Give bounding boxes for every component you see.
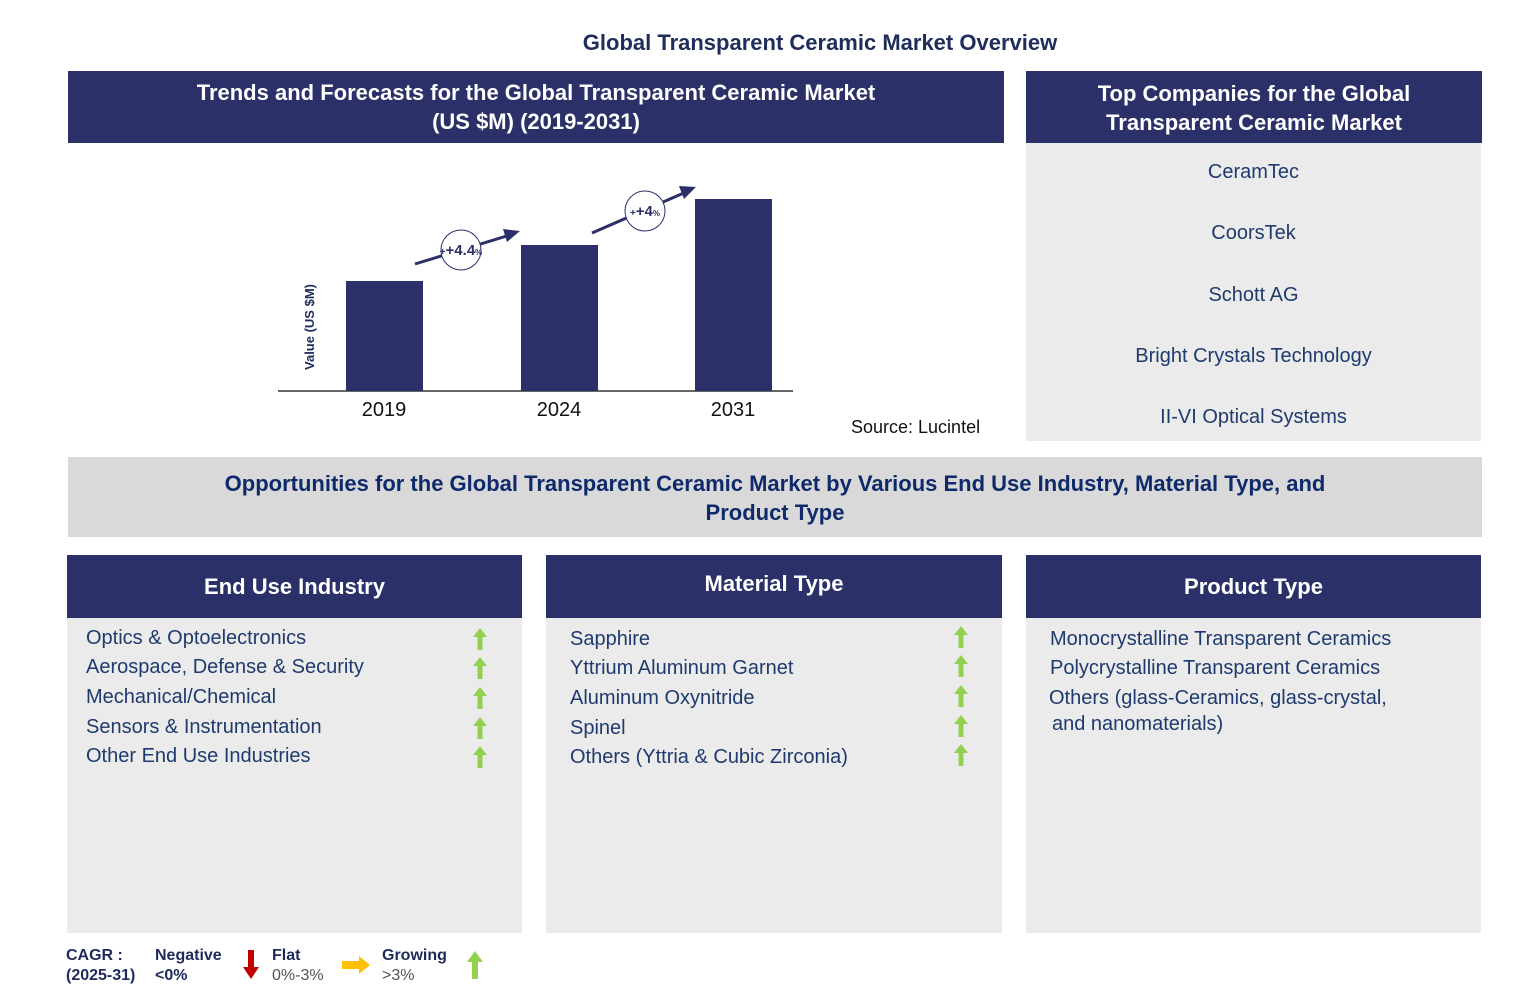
legend-negative: Negative [155,947,222,964]
legend-negative-range: <0% [155,967,188,984]
page-title: Global Transparent Ceramic Market Overvi… [582,30,1058,55]
arrow-up-icon [473,657,487,679]
arrow-down-icon [243,950,259,979]
company-item: CoorsTek [1211,222,1296,244]
arrow-right-icon [342,956,370,974]
x-tick-label: 2019 [362,399,407,421]
product-panel: Monocrystalline Transparent Ceramics Pol… [1026,618,1481,933]
x-tick-label: 2024 [537,399,582,421]
material-item: Yttrium Aluminum Garnet [570,657,794,679]
material-panel: Sapphire Yttrium Aluminum Garnet Aluminum … [546,618,1002,933]
companies-panel: CeramTec CoorsTek Schott AG Bright Cryst… [1026,143,1481,441]
bar-2019 [346,281,423,391]
trends-header-line1: Trends and Forecasts for the Global Tran… [196,80,876,105]
source-note: Source: Lucintel [851,417,981,437]
material-header: Material Type [546,555,1002,618]
companies-header: Top Companies for the Global Transparent… [1026,71,1482,143]
material-item: Others (Yttria & Cubic Zirconia) [570,746,848,768]
arrow-up-icon [473,746,487,768]
product-item: and nanomaterials) [1052,713,1224,735]
product-header: Product Type [1026,555,1481,618]
trends-header-line2: (US $M) (2019-2031) [432,109,640,134]
cagr-label-1: +4.4 [446,242,476,259]
bar-2031 [695,199,772,391]
bar-2024 [521,245,598,391]
company-item: Schott AG [1208,284,1299,306]
opportunities-line2: Product Type [705,500,845,525]
end-use-item: Sensors & Instrumentation [86,716,322,738]
trends-header: Trends and Forecasts for the Global Tran… [68,71,1004,143]
company-item: Bright Crystals Technology [1135,345,1372,367]
svg-text:++4.4%: ++4.4% [440,242,483,259]
legend-growing-range: >3% [382,967,415,984]
arrow-up-icon [954,744,968,766]
arrow-up-icon [473,687,487,709]
end-use-item: Optics & Optoelectronics [86,627,307,649]
svg-text:++4%: ++4% [630,203,660,220]
legend-growing: Growing [382,947,447,964]
company-item: II-VI Optical Systems [1160,406,1347,428]
companies-header-line1: Top Companies for the Global [1097,81,1411,106]
end-use-panel: Optics & Optoelectronics Aerospace, Defen… [67,618,522,933]
company-item: CeramTec [1207,161,1300,183]
end-use-item: Aerospace, Defense & Security [86,656,364,678]
product-item: Polycrystalline Transparent Ceramics [1050,657,1381,679]
material-item: Sapphire [570,628,651,650]
arrow-up-icon [954,655,968,677]
material-item: Spinel [570,717,626,739]
arrow-up-icon [954,715,968,737]
arrow-up-icon [954,626,968,648]
end-use-item: Mechanical/Chemical [86,686,277,708]
legend-cagr: CAGR : [66,947,123,964]
legend-flat-range: 0%-3% [272,967,324,984]
opportunities-line1: Opportunities for the Global Transparent… [224,471,1326,496]
arrow-up-icon [954,685,968,707]
material-item: Aluminum Oxynitride [570,687,755,709]
y-axis-label: Value (US $M) [302,284,317,370]
arrow-up-icon [467,951,483,979]
legend-period: (2025-31) [66,967,136,984]
cagr-arrow-2: ++4% [591,186,696,235]
cagr-label-2: +4 [636,203,654,220]
arrow-up-icon [473,628,487,650]
product-item: Others (glass-Ceramics, glass-crystal, [1049,687,1387,709]
companies-header-line2: Transparent Ceramic Market [1106,110,1402,135]
x-tick-label: 2031 [711,399,756,421]
end-use-item: Other End Use Industries [86,745,311,767]
legend-flat: Flat [272,947,301,964]
arrow-up-icon [473,717,487,739]
opportunities-banner: Opportunities for the Global Transparent… [68,457,1482,537]
cagr-arrow-1: ++4.4% [414,229,520,271]
product-item: Monocrystalline Transparent Ceramics [1050,628,1392,650]
end-use-header: End Use Industry [67,555,522,618]
bar-chart: Value (US $M) ++4.4% ++4% 2019 2024 2031 [278,186,793,421]
